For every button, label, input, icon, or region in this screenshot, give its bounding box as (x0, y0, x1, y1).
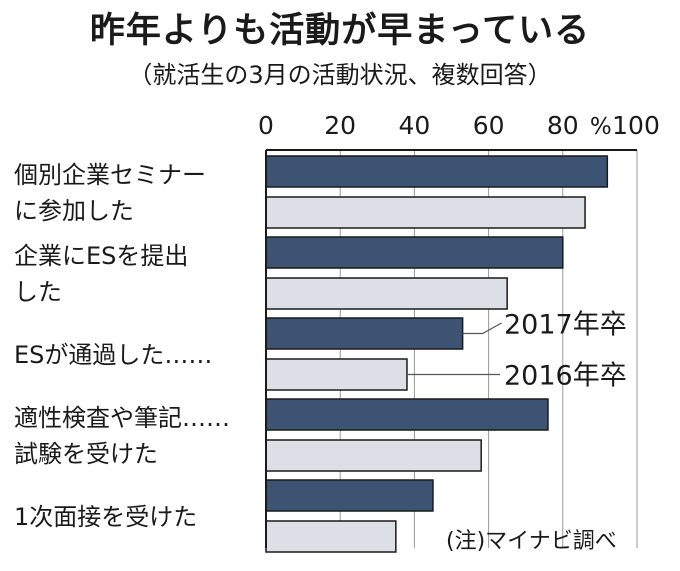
bar-2017 (265, 398, 549, 431)
legend-leader-line (462, 322, 503, 335)
bar-2017 (265, 155, 609, 188)
bar-2016 (265, 196, 586, 229)
bar-2017 (265, 236, 564, 269)
bar-2016 (265, 277, 508, 310)
category-label: に参加した (14, 197, 134, 225)
chart-subtitle: （就活生の3月の活動状況、複数回答） (128, 61, 552, 89)
x-tick-label: 20 (324, 111, 356, 140)
legend-entry: 2017年卒 (504, 310, 627, 341)
x-unit-label: % (590, 114, 612, 140)
bar-2016 (265, 520, 397, 553)
x-tick-label: 80 (547, 111, 579, 140)
bars (265, 155, 609, 553)
bar-2017 (265, 479, 434, 512)
category-label: 個別企業セミナー (14, 161, 206, 189)
category-label: ESが通過した…… (14, 341, 212, 369)
legend-entry: 2016年卒 (504, 361, 627, 392)
x-tick-label: 40 (398, 111, 430, 140)
x-tick-label: 100 (612, 111, 660, 140)
bar-2017 (265, 317, 464, 350)
category-label: 試験を受けた (14, 440, 158, 468)
category-label: した (14, 278, 62, 306)
source-note: (注)マイナビ調べ (446, 529, 617, 554)
axes (265, 149, 637, 548)
x-tick-label: 0 (258, 111, 274, 140)
x-tick-label: 60 (473, 111, 505, 140)
bar-2016 (265, 439, 482, 472)
category-label: 適性検査や筆記…… (14, 404, 230, 432)
category-label: 企業にESを提出 (14, 242, 188, 270)
chart-title: 昨年よりも活動が早まっている (89, 11, 591, 51)
category-label: 1次面接を受けた (14, 503, 197, 531)
bar-2016 (265, 358, 408, 391)
